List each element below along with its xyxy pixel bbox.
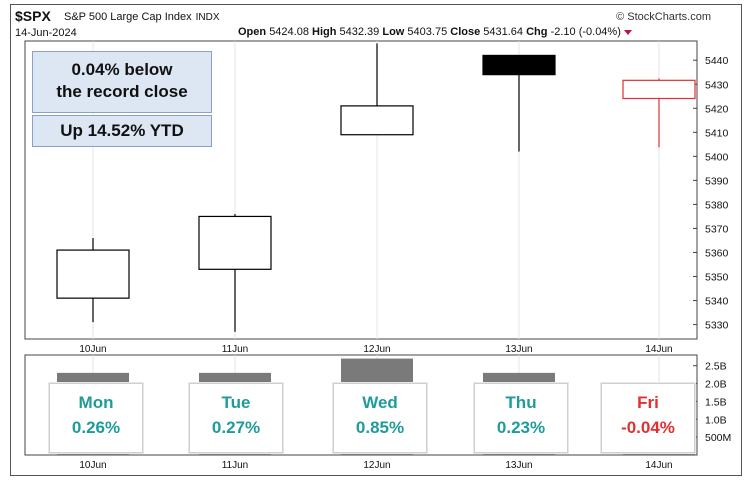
price-panel-border <box>24 40 698 340</box>
day-name: Wed <box>362 393 398 412</box>
price-tick-label: 5330 <box>705 320 729 332</box>
candle-body <box>340 105 414 136</box>
low-value: 5403.75 <box>407 26 448 38</box>
brand-label: © StockCharts.com <box>616 11 711 23</box>
volume-x-label: 11Jun <box>222 460 249 471</box>
volume-x-label: 12Jun <box>363 460 390 471</box>
down-triangle-icon <box>623 29 632 35</box>
day-box-wed: Wed 0.85% <box>333 383 427 453</box>
day-box-tue: Tue 0.27% <box>189 383 283 453</box>
index-name-text: S&P 500 Large Cap Index <box>64 11 192 23</box>
day-box-fri: Fri -0.04% <box>601 383 695 453</box>
price-tick-label: 5440 <box>705 55 729 67</box>
day-name: Thu <box>505 393 537 412</box>
price-x-label: 13Jun <box>505 344 532 355</box>
price-tick-label: 5390 <box>705 175 729 187</box>
day-pct: 0.27% <box>211 418 261 437</box>
price-tick-label: 5400 <box>705 151 729 163</box>
volume-tick-label: 500M <box>705 432 731 444</box>
volume-x-label: 10Jun <box>79 460 106 471</box>
volume-x-label: 14Jun <box>645 460 672 471</box>
open-value: 5424.08 <box>269 26 309 38</box>
day-name: Tue <box>221 393 251 412</box>
volume-tick-label: 2.0B <box>705 379 727 391</box>
high-label: High <box>312 26 337 38</box>
day-pct: 0.26% <box>71 418 121 437</box>
price-x-label: 14Jun <box>645 344 672 355</box>
day-name: Mon <box>78 393 114 412</box>
candle-body <box>198 215 272 270</box>
close-label: Close <box>450 26 481 38</box>
ohlc-readout: Open 5424.08 High 5432.39 Low 5403.75 Cl… <box>238 26 632 38</box>
open-label: Open <box>238 26 267 38</box>
chart-date: 14-Jun-2024 <box>15 27 77 39</box>
record-note: 0.04% below the record close <box>32 51 212 113</box>
price-tick-label: 5380 <box>705 199 729 211</box>
low-label: Low <box>382 26 405 38</box>
price-tick-label: 5430 <box>705 79 729 91</box>
volume-x-label: 13Jun <box>505 460 532 471</box>
price-tick-label: 5410 <box>705 127 729 139</box>
record-note-line2: the record close <box>56 82 188 101</box>
day-pct: 0.85% <box>355 418 405 437</box>
day-box-thu: Thu 0.23% <box>474 383 568 453</box>
price-tick-label: 5340 <box>705 296 729 308</box>
candle-body <box>56 249 130 299</box>
price-tick-label: 5370 <box>705 223 729 235</box>
exchange-label: INDX <box>195 12 220 23</box>
chg-label: Chg <box>526 26 548 38</box>
close-value: 5431.64 <box>483 26 524 38</box>
high-value: 5432.39 <box>339 26 380 38</box>
index-name: S&P 500 Large Cap Index INDX <box>64 11 220 23</box>
chg-value: -2.10 (-0.04%) <box>550 26 621 38</box>
ytd-note: Up 14.52% YTD <box>32 115 212 147</box>
price-x-label: 12Jun <box>363 344 390 355</box>
volume-tick-label: 2.5B <box>705 361 727 373</box>
volume-tick-label: 1.5B <box>705 396 727 408</box>
day-pct: -0.04% <box>621 418 675 437</box>
price-tick-label: 5350 <box>705 272 729 284</box>
candle-body <box>622 79 696 100</box>
price-tick-label: 5420 <box>705 103 729 115</box>
chart-frame: $SPX S&P 500 Large Cap Index INDX © Stock… <box>10 4 742 476</box>
day-name: Fri <box>637 393 659 412</box>
volume-tick-label: 1.0B <box>705 414 727 426</box>
day-box-mon: Mon 0.26% <box>49 383 143 453</box>
candle-body <box>482 54 556 76</box>
price-x-label: 11Jun <box>222 344 249 355</box>
ticker-symbol: $SPX <box>15 8 51 24</box>
price-tick-label: 5360 <box>705 247 729 259</box>
record-note-line1: 0.04% below <box>71 60 173 79</box>
day-pct: 0.23% <box>496 418 546 437</box>
price-x-label: 10Jun <box>79 344 106 355</box>
